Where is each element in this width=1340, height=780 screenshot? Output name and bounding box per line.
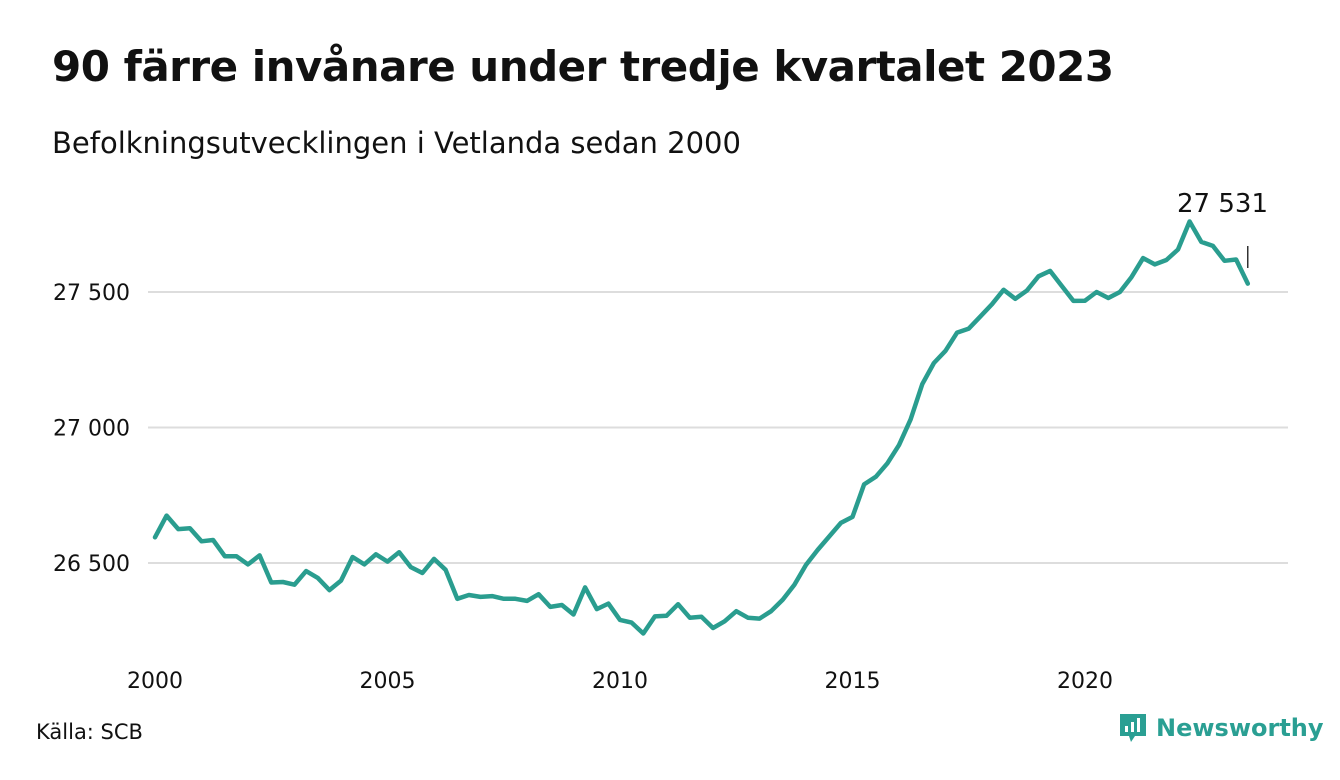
chart-subtitle: Befolkningsutvecklingen i Vetlanda sedan… [52,126,741,160]
x-tick-label: 2015 [825,669,881,694]
y-tick-label: 27 500 [53,281,130,306]
x-tick-label: 2010 [592,669,648,694]
y-tick-label: 26 500 [53,552,130,577]
brand-name: Newsworthy [1156,714,1324,742]
source-note: Källa: SCB [36,720,143,744]
series-line [152,219,1251,636]
gridlines [148,291,1288,564]
annotation-group: 27 531 [1177,189,1268,268]
y-tick-label: 27 000 [53,417,130,442]
chart-title: 90 färre invånare under tredje kvartalet… [52,42,1114,91]
series-group [152,219,1251,636]
x-tick-label: 2020 [1057,669,1113,694]
annotation-label: 27 531 [1177,189,1268,219]
newsworthy-logo-icon [1120,714,1146,742]
x-tick-label: 2000 [127,669,183,694]
brand-logo[interactable]: Newsworthy [1118,712,1324,744]
y-axis-ticks: 26 500 27 000 27 500 [53,281,130,577]
x-axis-ticks: 2000 2005 2010 2015 2020 [127,669,1113,694]
x-tick-label: 2005 [360,669,416,694]
